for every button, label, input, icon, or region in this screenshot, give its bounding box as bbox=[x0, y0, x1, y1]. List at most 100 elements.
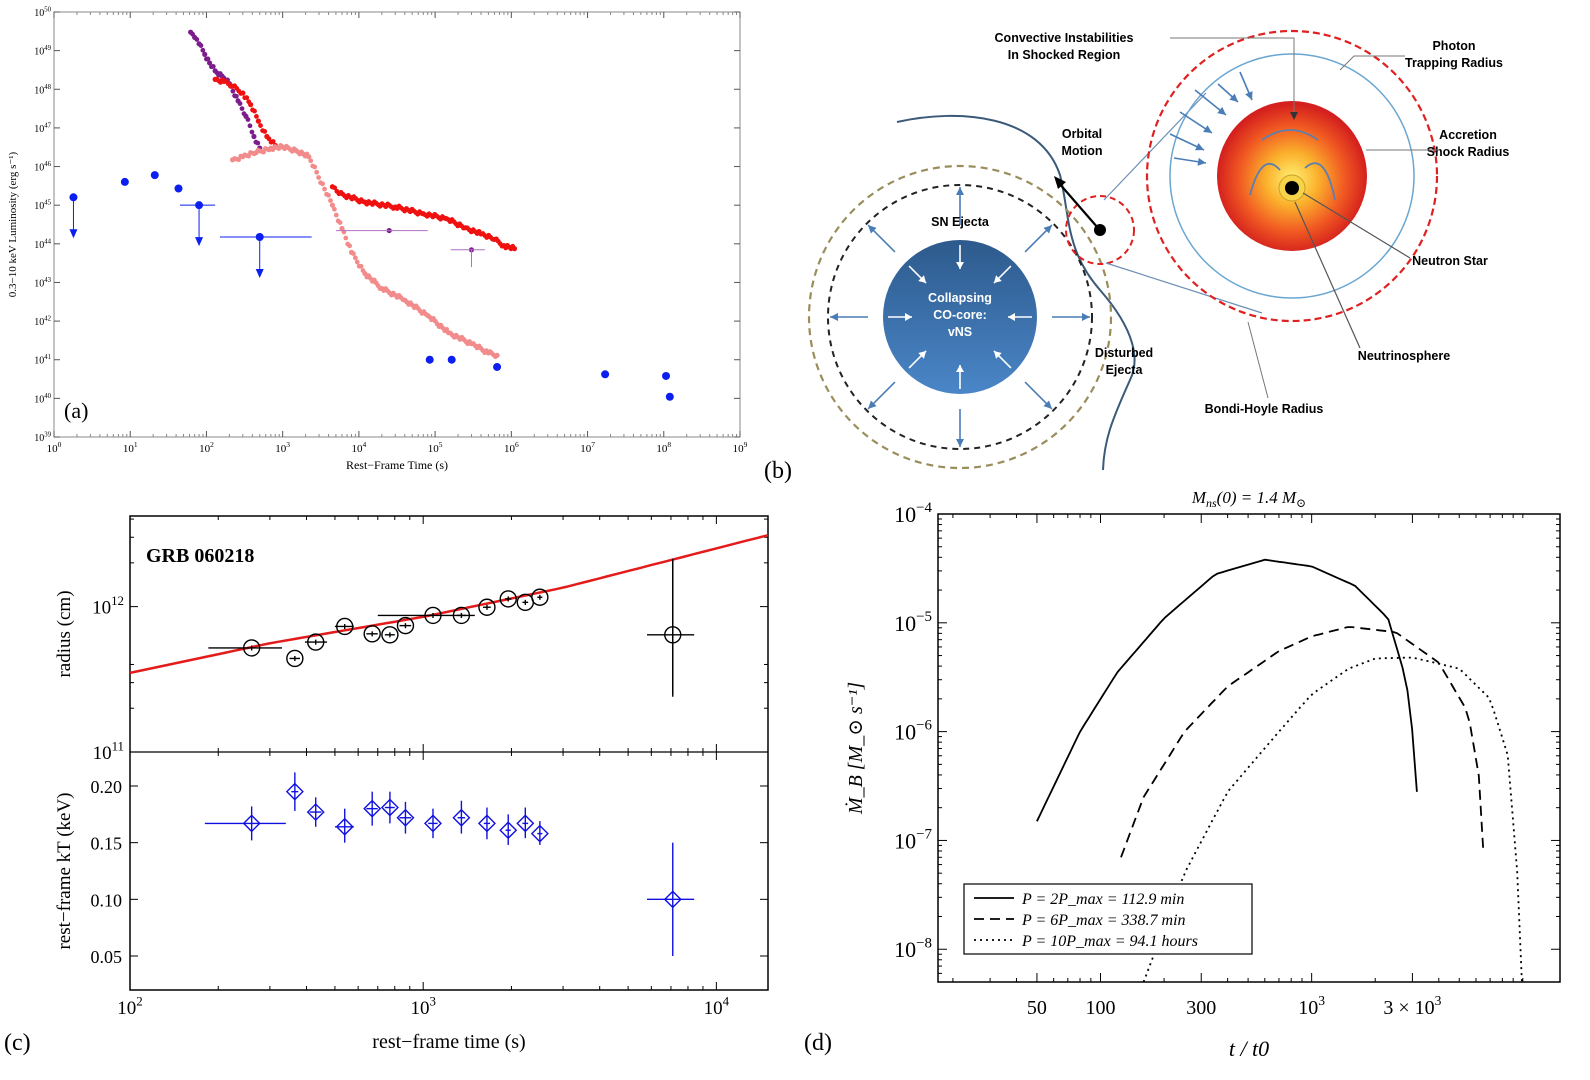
series-line-3 bbox=[1142, 656, 1523, 983]
data-point bbox=[312, 164, 318, 170]
infall-arrowhead bbox=[905, 313, 912, 321]
orbital-motion-arrow bbox=[1057, 181, 1099, 229]
data-point bbox=[236, 157, 242, 163]
data-point bbox=[363, 625, 381, 643]
data-point bbox=[239, 106, 245, 111]
data-point bbox=[663, 890, 682, 909]
convective-leader bbox=[1170, 37, 1295, 118]
x-tick-label: 104 bbox=[352, 440, 367, 455]
infall-arrowhead bbox=[993, 350, 1002, 359]
infall-arrowhead bbox=[1197, 157, 1206, 166]
y-tick-label: 1040 bbox=[34, 393, 51, 406]
orbital-motion-arrowhead bbox=[1054, 176, 1066, 189]
data-point bbox=[477, 814, 496, 833]
y-tick-label: 10−7 bbox=[894, 827, 932, 854]
chart-title: Mns(0) = 1.4 M⊙ bbox=[1191, 488, 1306, 510]
x-tick-label: 104 bbox=[704, 993, 730, 1019]
data-point bbox=[331, 206, 337, 212]
infall-arrowhead bbox=[956, 365, 964, 372]
x-tick-label: 109 bbox=[733, 440, 748, 455]
data-point bbox=[306, 154, 312, 160]
x-tick-label: 3 × 103 bbox=[1383, 993, 1441, 1019]
accretion-shock-label: Accretion bbox=[1439, 128, 1497, 142]
data-point bbox=[665, 392, 674, 401]
panel-d-accretion-rate-chart: Mns(0) = 1.4 M⊙ 50 100 300 103 3 × 103 t / t0 1… bbox=[844, 488, 1561, 1061]
plot-frame bbox=[53, 11, 741, 438]
data-point bbox=[396, 616, 415, 635]
fit-curve bbox=[129, 533, 769, 675]
outflow-arrowhead bbox=[1082, 313, 1090, 321]
y-tick-label: 1046 bbox=[34, 161, 51, 174]
outflow-arrowhead bbox=[868, 400, 877, 409]
series-line-2 bbox=[1120, 626, 1485, 858]
outer-ejecta-dashed-circle bbox=[807, 164, 1113, 470]
data-point bbox=[174, 184, 183, 193]
photon-trapping-circle bbox=[1169, 53, 1415, 299]
data-point bbox=[306, 803, 325, 822]
data-point bbox=[601, 370, 610, 379]
neutron-star-leader bbox=[1302, 192, 1411, 259]
data-point bbox=[337, 220, 343, 225]
bondi-leader bbox=[1247, 321, 1269, 399]
data-point bbox=[316, 175, 322, 180]
data-point bbox=[242, 814, 261, 833]
outflow-arrowhead bbox=[956, 187, 964, 195]
panel-c-grb-chart: 102 103 104 rest−frame time (s) 1011 1012 radi… bbox=[54, 515, 769, 1053]
data-point bbox=[210, 64, 216, 69]
data-point bbox=[240, 90, 246, 96]
x-tick-label: 100 bbox=[1085, 997, 1115, 1019]
convective-arc bbox=[1304, 162, 1336, 201]
data-point bbox=[286, 649, 304, 668]
y-tick-label: 10−8 bbox=[894, 935, 932, 962]
data-point bbox=[320, 181, 325, 187]
infall-arrowhead bbox=[1217, 106, 1226, 115]
convective-arc bbox=[1261, 129, 1319, 141]
x-tick-label: 50 bbox=[1027, 997, 1047, 1019]
data-point bbox=[322, 186, 327, 192]
bondi-small-dashed-circle bbox=[1065, 195, 1135, 265]
data-point bbox=[205, 56, 211, 62]
x-tick-label: 300 bbox=[1186, 997, 1216, 1019]
data-point bbox=[352, 255, 358, 261]
data-point bbox=[478, 598, 496, 616]
series-line-1 bbox=[1036, 558, 1418, 822]
data-point bbox=[270, 139, 276, 144]
data-point bbox=[664, 626, 682, 644]
data-point bbox=[511, 246, 518, 252]
x-tick-label: 105 bbox=[428, 440, 443, 455]
disturbed-ejecta-curve bbox=[896, 114, 1136, 471]
data-point bbox=[266, 136, 272, 142]
data-point bbox=[120, 177, 129, 186]
y-tick-label: 0.10 bbox=[91, 890, 123, 910]
data-point bbox=[248, 102, 254, 108]
y-tick-label: 10−5 bbox=[894, 609, 932, 636]
data-point bbox=[336, 617, 354, 636]
x-tick-label: 108 bbox=[656, 440, 671, 455]
zoom-line bbox=[1105, 262, 1263, 314]
data-point bbox=[245, 117, 251, 122]
data-point bbox=[516, 814, 535, 833]
upper-limit-arrowhead bbox=[195, 237, 204, 247]
y-tick-label: 1047 bbox=[34, 122, 51, 135]
data-point bbox=[237, 101, 243, 106]
x-tick-label: 103 bbox=[1298, 993, 1325, 1019]
neutrinosphere-leader bbox=[1294, 201, 1361, 349]
data-point bbox=[333, 212, 339, 218]
x-tick-label: 102 bbox=[117, 993, 142, 1019]
data-point bbox=[423, 814, 442, 833]
infall-arrowhead bbox=[1008, 313, 1015, 321]
panel-b-accretion-diagram: Collapsing CO-core: vNS SN Ejecta Convective… bbox=[807, 29, 1509, 471]
photon-trapping-label: Photon bbox=[1432, 39, 1475, 53]
y-tick-label: 0.15 bbox=[91, 834, 123, 854]
panel-a-luminosity-chart: 100 101 102 103 104 105 106 107 108 109 1039 1040 10… bbox=[7, 7, 748, 473]
disturbed-ejecta-label: Disturbed bbox=[1095, 346, 1153, 360]
infall-arrowhead bbox=[918, 275, 927, 284]
neutron-star-label: Neutron Star bbox=[1412, 254, 1488, 268]
data-point bbox=[233, 93, 239, 99]
y-axis-label: 0.3−10 keV Luminosity (erg s⁻¹) bbox=[7, 151, 19, 297]
x-tick-label: 103 bbox=[275, 440, 290, 455]
data-point bbox=[242, 639, 261, 657]
x-tick-label: 106 bbox=[504, 440, 519, 455]
core-label: vNS bbox=[948, 325, 972, 339]
